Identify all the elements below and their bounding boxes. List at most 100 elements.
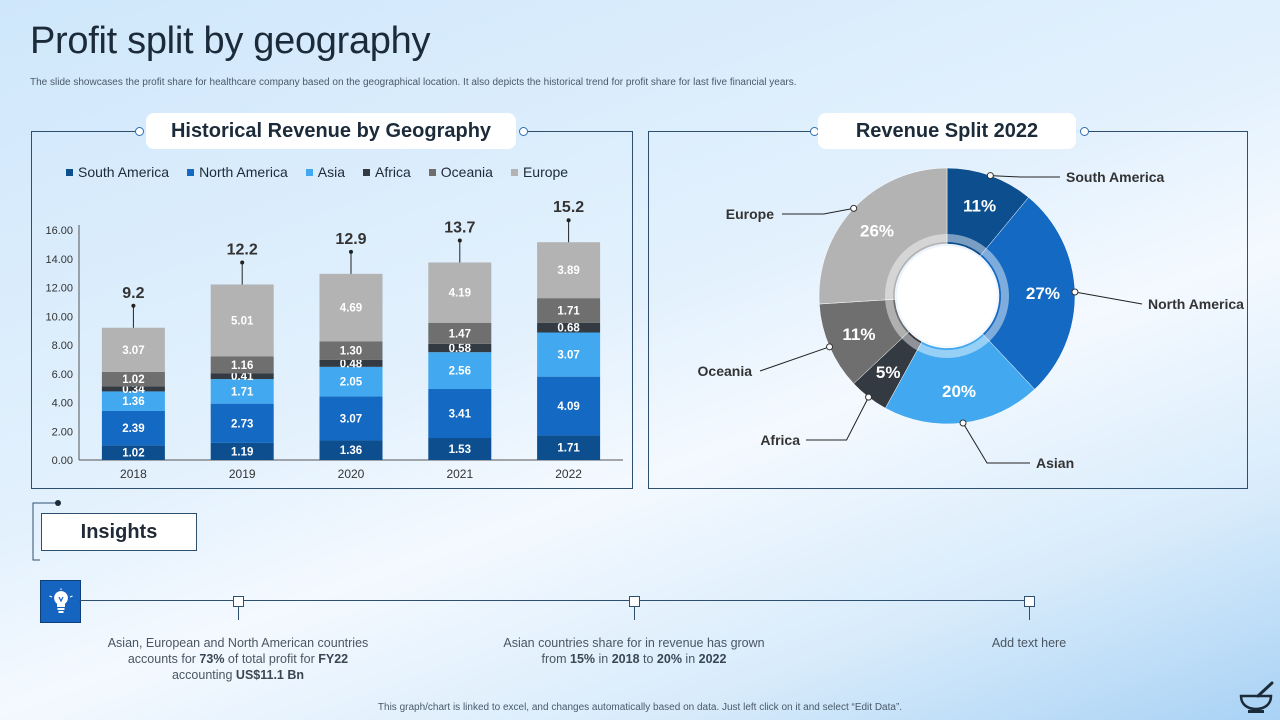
callout-line <box>962 422 1030 464</box>
page-subtitle: The slide showcases the profit share for… <box>30 77 797 88</box>
donut-chart-title: Revenue Split 2022 <box>818 113 1076 149</box>
total-leader-dot <box>349 249 353 254</box>
callout-label: Europe <box>726 206 774 222</box>
bar-segment <box>101 391 165 411</box>
bar-total-label: 13.7 <box>444 219 475 236</box>
bar-data-label: 1.36 <box>340 445 362 457</box>
callout-label: Oceania <box>698 363 753 379</box>
bar-segment <box>101 371 165 387</box>
bar-data-label: 1.36 <box>122 396 144 408</box>
bar-data-label: 3.07 <box>340 413 362 425</box>
x-tick-label: 2019 <box>229 467 256 481</box>
lightbulb-icon <box>40 580 81 623</box>
callout-label: Africa <box>760 432 800 448</box>
bar-segment <box>319 273 383 342</box>
bar-data-label: 0.68 <box>557 323 580 335</box>
bar-data-label: 4.69 <box>340 303 362 315</box>
y-tick-label: 16.00 <box>45 225 73 237</box>
donut-slice-label: 20% <box>942 382 976 401</box>
total-leader-dot <box>131 303 136 308</box>
bar-data-label: 0.41 <box>231 371 254 383</box>
bar-data-label: 0.48 <box>340 358 363 370</box>
bar-segment <box>537 298 601 323</box>
mortar-pestle-icon <box>1239 681 1274 713</box>
x-tick-label: 2020 <box>338 467 365 481</box>
legend-item-south-america: South America <box>66 164 169 180</box>
legend-item-europe: Europe <box>510 164 568 180</box>
bar-chart-legend: South America North America Asia Africa … <box>66 164 586 180</box>
bar-segment <box>319 396 383 441</box>
bar-segment <box>101 410 165 446</box>
panel-connector-dot <box>135 127 144 136</box>
bar-data-label: 2.56 <box>449 366 471 378</box>
callout-line <box>990 175 1060 178</box>
panel-connector-dot <box>1080 127 1089 136</box>
bar-total-label: 9.2 <box>122 285 144 302</box>
bar-data-label: 3.89 <box>557 265 579 277</box>
bar-segment <box>319 359 383 367</box>
bar-chart-title: Historical Revenue by Geography <box>146 113 516 149</box>
total-leader-dot <box>240 260 245 265</box>
total-leader-dot <box>566 218 571 223</box>
bar-data-label: 1.71 <box>557 305 580 317</box>
bar-segment <box>428 352 492 389</box>
bar-segment <box>319 366 383 397</box>
bar-data-label: 3.41 <box>449 408 472 420</box>
bar-data-label: 0.58 <box>449 343 472 355</box>
bar-segment <box>210 442 274 460</box>
bar-data-label: 1.71 <box>231 386 254 398</box>
insight-text-2: Asian countries share for in revenue has… <box>503 636 765 666</box>
bar-segment <box>537 242 601 299</box>
bar-segment <box>537 376 601 436</box>
bar-data-label: 5.01 <box>231 315 254 327</box>
donut-slice <box>884 333 1035 425</box>
panel-connector-dot <box>519 127 528 136</box>
donut-slice-label: 26% <box>860 221 894 240</box>
bar-data-label: 1.16 <box>231 360 253 372</box>
y-tick-label: 8.00 <box>52 340 73 352</box>
bar-total-label: 15.2 <box>553 199 584 216</box>
callout-dot <box>865 393 873 401</box>
insights-connector <box>32 500 61 561</box>
donut-slice-label: 27% <box>1026 284 1060 303</box>
insight-text-1: Asian, European and North American count… <box>107 636 369 682</box>
donut-slice-label: 11% <box>963 197 996 216</box>
donut-slice <box>979 197 1076 390</box>
donut-inner-ring <box>885 234 1009 358</box>
donut-hole <box>897 246 997 346</box>
callout-line <box>1074 291 1143 305</box>
y-tick-label: 14.00 <box>45 254 73 266</box>
bar-data-label: 1.71 <box>557 443 580 455</box>
bar-segment <box>319 341 383 360</box>
bar-data-label: 4.09 <box>557 401 579 413</box>
bar-data-label: 1.53 <box>449 444 471 456</box>
bar-data-label: 1.02 <box>122 374 144 386</box>
donut-slice-label: 11% <box>842 325 875 344</box>
bar-total-label: 12.2 <box>227 241 258 258</box>
callout-dot <box>850 204 858 212</box>
y-tick-label: 10.00 <box>45 311 73 323</box>
bar-segment <box>101 386 165 392</box>
y-tick-label: 6.00 <box>52 369 73 381</box>
insights-heading: Insights <box>41 513 197 551</box>
page-title: Profit split by geography <box>30 20 431 62</box>
x-tick-label: 2021 <box>446 467 473 481</box>
donut-slice-label: 5% <box>876 363 901 382</box>
bar-data-label: 0.34 <box>122 384 145 396</box>
bar-segment <box>210 379 274 404</box>
y-tick-label: 2.00 <box>52 426 73 438</box>
insights-timeline <box>79 600 1030 601</box>
callout-line <box>782 207 854 215</box>
bar-data-label: 1.30 <box>340 346 362 358</box>
bar-segment <box>428 388 492 439</box>
stacked-bar-chart: 0.00 2.00 4.00 6.00 8.00 10.00 12.00 14.00 16.00… <box>45 199 623 481</box>
callout-label: Asian <box>1036 455 1074 471</box>
callout-line <box>759 346 830 372</box>
callout-label: North America <box>1148 296 1244 312</box>
bar-segment <box>537 435 601 460</box>
bar-data-label: 2.05 <box>340 377 363 389</box>
bar-segment <box>537 332 601 377</box>
bar-segment <box>428 262 492 323</box>
bar-segment <box>101 445 165 460</box>
